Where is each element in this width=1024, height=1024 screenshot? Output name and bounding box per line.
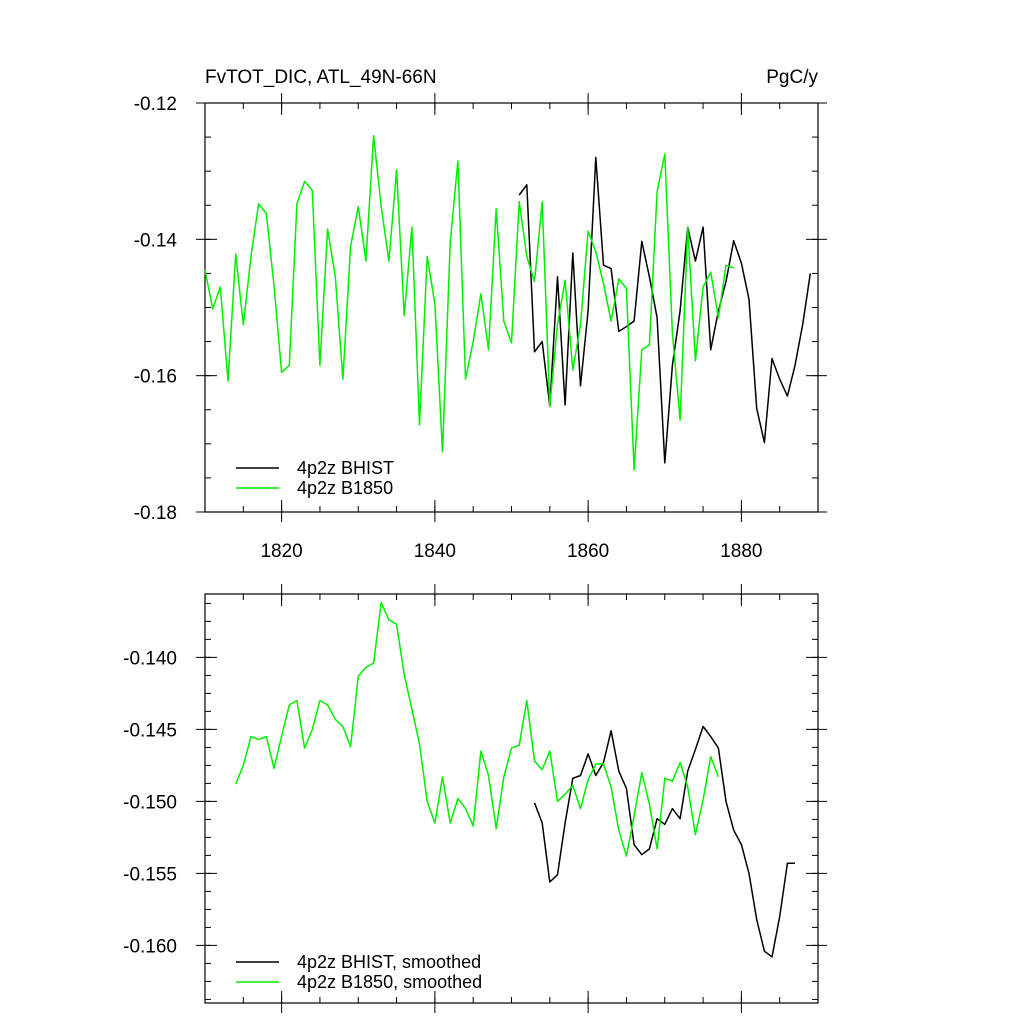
legend-label: 4p2z BHIST, smoothed (297, 952, 481, 972)
series-line-bhist (533, 725, 795, 958)
x-tick-label: 1860 (567, 541, 609, 562)
y-tick-label: -0.16 (134, 367, 177, 388)
y-tick-label: -0.155 (123, 864, 177, 885)
legend-label: 4p2z B1850, smoothed (297, 972, 482, 992)
series-line-b1850 (204, 134, 734, 471)
y-tick-label: -0.12 (134, 94, 177, 115)
y-tick-label: -0.160 (123, 936, 177, 957)
plot-frame (204, 102, 819, 513)
x-tick-label: 1880 (720, 541, 762, 562)
series-line-bhist (518, 156, 812, 464)
bottom-panel: -0.140 -0.145 -0.150 -0.155 -0.160 4p2z BHIST… (123, 584, 827, 1013)
series-line-b1850 (235, 601, 720, 857)
units-label: PgC/y (766, 67, 818, 88)
y-tick-label: -0.140 (123, 648, 177, 669)
chart-title: FvTOT_DIC, ATL_49N-66N (205, 67, 437, 88)
legend-label: 4p2z B1850 (297, 478, 393, 498)
y-tick-label: -0.150 (123, 792, 177, 813)
x-tick-label: 1820 (260, 541, 302, 562)
legend-label: 4p2z BHIST (297, 458, 394, 478)
y-tick-label: -0.18 (134, 503, 177, 524)
top-panel: FvTOT_DIC, ATL_49N-66N PgC/y -0.12 -0.14 -0.… (134, 67, 827, 562)
x-tick-label: 1840 (414, 541, 456, 562)
y-tick-label: -0.14 (134, 230, 178, 251)
y-tick-label: -0.145 (123, 720, 177, 741)
